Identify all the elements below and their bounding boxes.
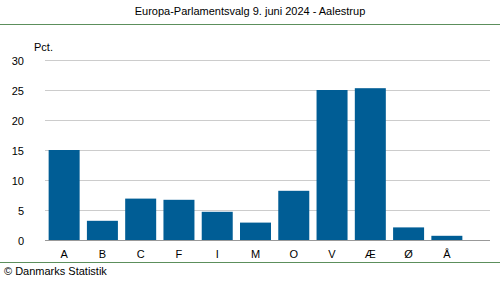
bar	[431, 236, 462, 240]
y-tick-label: 5	[18, 205, 24, 217]
x-tick-label: V	[328, 248, 336, 260]
y-tick-label: 0	[18, 235, 24, 247]
grid-line	[45, 120, 490, 121]
grid-line	[45, 60, 490, 61]
bar	[49, 150, 80, 240]
x-tick-label: B	[99, 248, 106, 260]
bar	[125, 199, 156, 240]
grid-line	[45, 150, 490, 151]
bar	[317, 90, 348, 240]
y-tick-label: 25	[12, 85, 24, 97]
x-tick-label: I	[216, 248, 219, 260]
frame-line	[0, 262, 500, 263]
grid-line	[45, 240, 490, 241]
x-tick-label: Ø	[404, 248, 413, 260]
bar	[202, 212, 233, 240]
bar	[163, 200, 194, 240]
chart-container: Europa-Parlamentsvalg 9. juni 2024 - Aal…	[0, 0, 500, 282]
y-tick-label: 15	[12, 145, 24, 157]
bar	[240, 223, 271, 240]
bar	[278, 191, 309, 240]
x-tick-label: Æ	[365, 248, 376, 260]
grid-line	[45, 210, 490, 211]
x-tick-label: A	[60, 248, 68, 260]
title: Europa-Parlamentsvalg 9. juni 2024 - Aal…	[135, 5, 366, 17]
frame-line	[0, 24, 500, 25]
y-label: Pct.	[34, 41, 53, 53]
y-tick-label: 30	[12, 55, 24, 67]
x-tick-label: F	[176, 248, 183, 260]
grid-line	[45, 180, 490, 181]
x-tick-label: Å	[443, 248, 451, 260]
y-tick-label: 10	[12, 175, 24, 187]
y-tick-label: 20	[12, 115, 24, 127]
x-tick-label: C	[137, 248, 145, 260]
bars	[49, 88, 463, 240]
bar	[393, 227, 424, 240]
source: © Danmarks Statistik	[4, 265, 107, 277]
x-tick-label: M	[251, 248, 260, 260]
bar	[87, 221, 118, 240]
chart-svg: Europa-Parlamentsvalg 9. juni 2024 - Aal…	[0, 0, 500, 282]
grid-line	[45, 90, 490, 91]
bar	[355, 88, 386, 240]
x-tick-label: O	[289, 248, 298, 260]
